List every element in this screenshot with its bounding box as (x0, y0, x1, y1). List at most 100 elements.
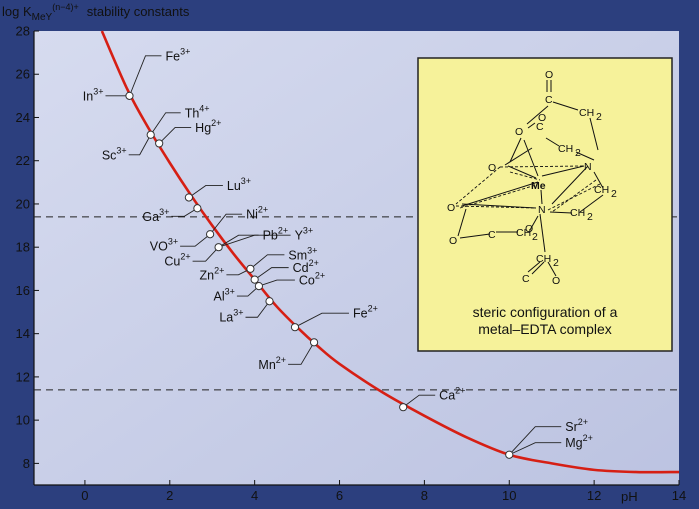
leader-co-2+ (258, 279, 295, 287)
y-tick-label: 24 (16, 110, 30, 125)
leader-mg-2+ (509, 442, 562, 456)
marker-fe-2+ (290, 323, 300, 332)
metal-labels: Fe3+ In3+ Th4+Hg2+ Sc3+ Lu3+ Ga3+ Ni2+ Pb2+ Y3+ V… (83, 46, 593, 450)
svg-text:CH: CH (536, 253, 551, 265)
label-mn-2+: Mn2+ (258, 355, 286, 372)
leader-ni-2+ (209, 213, 243, 235)
leader-ca-2+ (402, 394, 436, 408)
leader-cd-2+ (254, 267, 289, 280)
svg-text:CH: CH (570, 207, 585, 219)
svg-text:CH: CH (594, 184, 609, 196)
y-ticks: 8 10 12 14 16 18 20 22 24 26 28 (16, 24, 39, 471)
leader-vo-3+ (180, 233, 211, 247)
label-mg-2+: Mg2+ (565, 433, 593, 450)
label-sc-3+: Sc3+ (102, 145, 127, 162)
label-zn-2+: Zn2+ (200, 265, 225, 282)
y-tick-label: 26 (16, 67, 30, 82)
y-tick-label: 16 (16, 283, 30, 298)
x-tick-label: 12 (587, 488, 601, 503)
svg-text:CH: CH (516, 227, 531, 239)
svg-text:2: 2 (587, 211, 593, 223)
leader-fe-2+ (294, 312, 349, 328)
label-hg-2+: Hg2+ (195, 118, 221, 135)
inset-caption-line-1: steric configuration of a (473, 304, 618, 320)
label-y-3+: Y3+ (295, 226, 314, 243)
leader-zn-2+ (226, 268, 251, 276)
data-markers (125, 91, 514, 459)
svg-text:Me: Me (531, 180, 546, 192)
label-ca-2+: Ca2+ (439, 386, 465, 403)
marker-sm-3+ (246, 264, 255, 273)
y-tick-label: 20 (16, 196, 30, 211)
y-tick-label: 18 (16, 240, 30, 255)
leader-la-3+ (245, 300, 270, 318)
label-co-2+: Co2+ (299, 271, 325, 288)
leader-sc-3+ (128, 134, 152, 156)
leader-fe-3+ (129, 55, 162, 97)
marker-la-3+ (265, 297, 274, 306)
marker-co-2+ (254, 282, 264, 291)
svg-text:CH: CH (579, 107, 594, 119)
x-tick-label: 4 (251, 488, 258, 503)
label-lu-3+: Lu3+ (227, 176, 251, 193)
svg-text:N: N (584, 161, 592, 173)
marker-ga-3+ (193, 204, 202, 213)
x-tick-label: 6 (336, 488, 343, 503)
inset-caption-line-2: metal–EDTA complex (478, 321, 612, 337)
marker-ni-2+ (206, 230, 215, 239)
marker-mn-2+ (309, 338, 319, 347)
svg-text:N: N (538, 204, 546, 216)
y-tick-label: 8 (23, 456, 30, 471)
x-tick-label: 14 (672, 488, 686, 503)
leader-th-4+ (150, 112, 181, 136)
svg-text:2: 2 (596, 111, 602, 123)
svg-text:C: C (545, 94, 553, 106)
y-tick-label: 28 (16, 24, 30, 39)
marker-sr-2+ (505, 450, 514, 459)
svg-text:O: O (525, 223, 533, 235)
label-vo-3+: VO3+ (150, 237, 178, 254)
leader-lu-3+ (188, 185, 223, 198)
svg-text:2: 2 (575, 147, 581, 159)
marker-pb-2+ (214, 243, 223, 252)
marker-hg-2+ (155, 139, 164, 148)
label-th-4+: Th4+ (185, 103, 210, 120)
marker-fe-3+ (125, 91, 134, 100)
x-tick-label: 0 (81, 488, 88, 503)
marker-ca-2+ (399, 403, 408, 412)
label-cd-2+: Cd2+ (293, 258, 319, 275)
label-fe-2+: Fe2+ (353, 304, 378, 321)
y-tick-label: 10 (16, 413, 30, 428)
svg-text:C: C (488, 229, 496, 241)
svg-text:CH: CH (558, 143, 573, 155)
svg-text:2: 2 (611, 188, 617, 200)
marker-th-4+ (146, 130, 155, 139)
inset-edta-complex: O C CH 2 O C O CH 2 O N Me CH 2 O N CH 2… (417, 57, 673, 352)
x-tick-label: 8 (421, 488, 428, 503)
svg-text:C: C (536, 121, 544, 133)
svg-text:2: 2 (553, 257, 559, 269)
x-axis-title: pH (621, 489, 638, 504)
marker-cd-2+ (250, 275, 259, 284)
svg-text:O: O (538, 112, 546, 124)
leader-ga-3+ (171, 207, 198, 217)
label-pb-2+: Pb2+ (263, 226, 289, 243)
y-tick-label: 12 (16, 369, 30, 384)
edta-dashed-bonds (455, 165, 601, 213)
edta-solid-bonds (461, 139, 585, 207)
marker-lu-3+ (184, 193, 193, 202)
label-sr-2+: Sr2+ (565, 417, 588, 434)
y-axis-title: log KMeY(n−4)+ stability constants (2, 2, 190, 23)
leader-lines (105, 55, 562, 456)
x-tick-label: 10 (502, 488, 516, 503)
x-ticks: 0 2 4 6 8 10 12 14 (81, 480, 686, 503)
svg-text:C: C (522, 273, 530, 285)
label-la-3+: La3+ (219, 308, 243, 325)
leader-hg-2+ (158, 126, 192, 144)
svg-text:2: 2 (532, 231, 538, 243)
y-tick-label: 22 (16, 153, 30, 168)
label-fe-3+: Fe3+ (165, 46, 190, 63)
svg-text:O: O (449, 235, 457, 247)
svg-text:O: O (488, 162, 496, 174)
